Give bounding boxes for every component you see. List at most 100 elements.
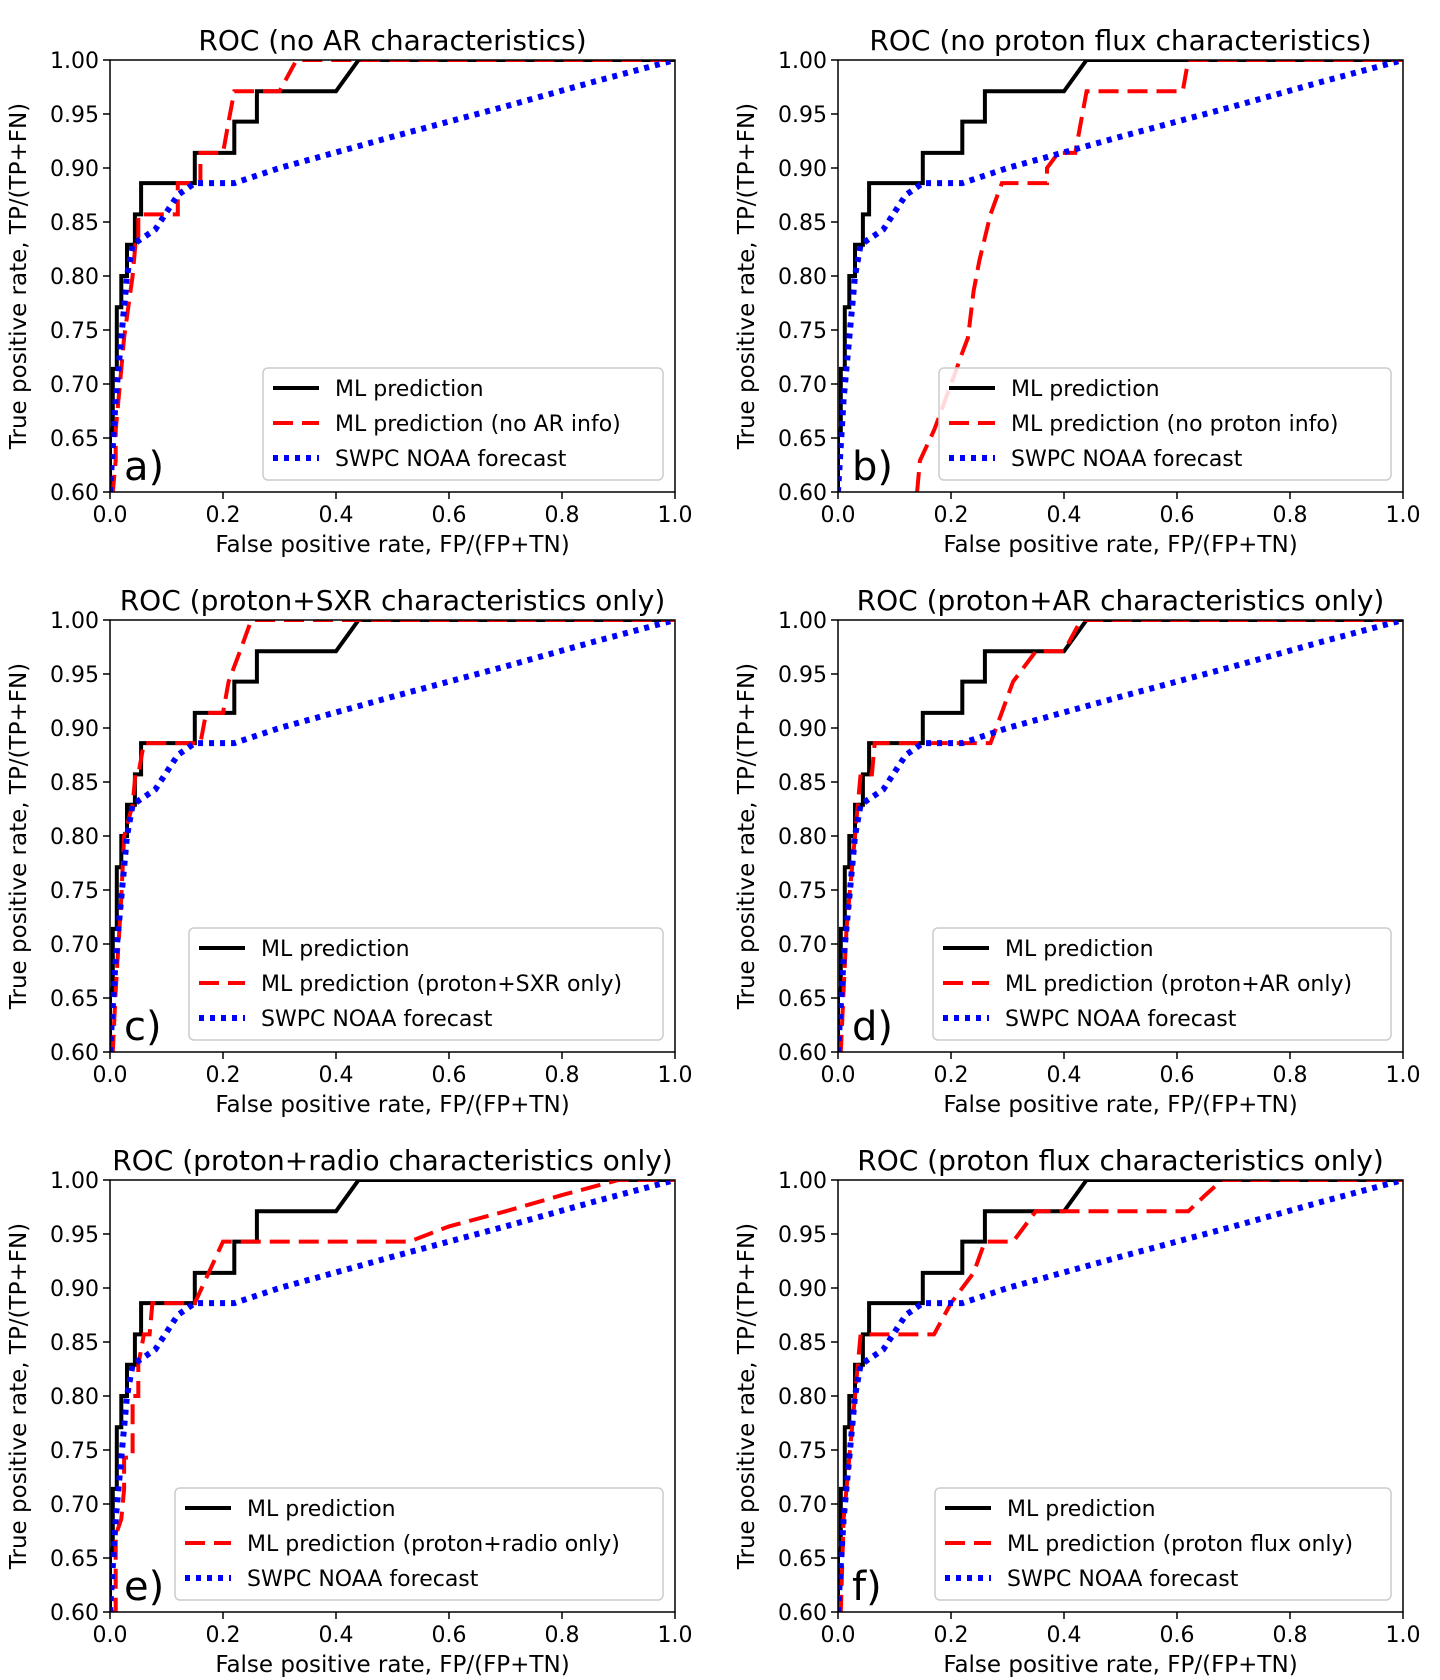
y-tick-label: 0.70: [50, 373, 99, 398]
y-tick-label: 0.80: [778, 825, 827, 850]
x-tick-label: 0.4: [319, 1063, 354, 1088]
y-tick-label: 0.80: [50, 825, 99, 850]
series-line-ml-variant: [110, 1180, 675, 1612]
legend-entry: ML prediction: [261, 937, 410, 962]
y-tick-label: 0.65: [50, 427, 99, 452]
y-tick-label: 0.65: [50, 1547, 99, 1572]
x-tick-label: 0.8: [1273, 503, 1308, 528]
legend: ML prediction ML prediction (no AR info) S…: [262, 367, 664, 481]
chart-title: ROC (proton+SXR characteristics only): [120, 584, 666, 617]
y-tick-label: 0.80: [50, 265, 99, 290]
legend-entry: ML prediction: [335, 377, 484, 402]
y-tick-label: 0.85: [50, 771, 99, 796]
x-axis-label: False positive rate, FP/(FP+TN): [215, 1652, 569, 1678]
y-tick-label: 0.60: [778, 1601, 827, 1626]
legend-box: [938, 367, 1392, 481]
roc-panel-d: ROC (proton+AR characteristics only) 0.0 0…: [734, 584, 1421, 1118]
x-tick-label: 1.0: [658, 1623, 693, 1648]
y-tick-label: 0.65: [50, 987, 99, 1012]
x-tick-label: 0.2: [206, 1063, 241, 1088]
x-tick-label: 0.8: [545, 1063, 580, 1088]
y-axis-label: True positive rate, TP/(TP+FN): [734, 663, 760, 1010]
roc-panel-e: ROC (proton+radio characteristics only) 0…: [6, 1144, 693, 1678]
x-tick-label: 0.2: [934, 1623, 969, 1648]
x-axis-label: False positive rate, FP/(FP+TN): [215, 532, 569, 558]
x-tick-label: 0.0: [821, 1063, 856, 1088]
y-tick-label: 0.80: [778, 1385, 827, 1410]
legend-entry: ML prediction (proton+radio only): [247, 1532, 620, 1557]
y-tick-label: 0.95: [50, 663, 99, 688]
y-tick-label: 1.00: [778, 609, 827, 634]
legend-box: [934, 1487, 1392, 1601]
y-tick-label: 0.95: [778, 663, 827, 688]
legend-entry: ML prediction (proton flux only): [1007, 1532, 1353, 1557]
roc-panel-f: ROC (proton flux characteristics only) 0.…: [734, 1144, 1421, 1678]
y-tick-label: 0.70: [50, 1493, 99, 1518]
series-line-swpc-noaa: [838, 60, 1403, 492]
series-line-ml-variant: [110, 60, 675, 492]
y-tick-label: 0.95: [50, 1223, 99, 1248]
x-tick-label: 1.0: [658, 1063, 693, 1088]
legend-entry: SWPC NOAA forecast: [1007, 1567, 1239, 1592]
y-axis-label: True positive rate, TP/(TP+FN): [6, 103, 32, 450]
x-tick-label: 0.8: [545, 1623, 580, 1648]
legend-entry: ML prediction (no proton info): [1011, 412, 1338, 437]
x-tick-label: 0.6: [432, 1623, 467, 1648]
legend-box: [932, 927, 1392, 1041]
x-tick-label: 1.0: [1386, 1063, 1421, 1088]
legend-entry: SWPC NOAA forecast: [1005, 1007, 1237, 1032]
legend-entry: SWPC NOAA forecast: [1011, 447, 1243, 472]
y-tick-label: 1.00: [778, 49, 827, 74]
y-axis-label: True positive rate, TP/(TP+FN): [6, 663, 32, 1010]
panel-label: d): [852, 1004, 893, 1050]
series-line-swpc-noaa: [838, 620, 1403, 1052]
legend-entry: SWPC NOAA forecast: [335, 447, 567, 472]
legend-entry: SWPC NOAA forecast: [261, 1007, 493, 1032]
chart-title: ROC (proton+radio characteristics only): [112, 1144, 672, 1177]
chart-title: ROC (no AR characteristics): [198, 24, 586, 57]
x-tick-label: 0.4: [1047, 1063, 1082, 1088]
x-tick-label: 0.0: [821, 503, 856, 528]
y-tick-label: 0.75: [50, 1439, 99, 1464]
legend: ML prediction ML prediction (proton+radio…: [174, 1487, 664, 1601]
y-tick-label: 0.70: [50, 933, 99, 958]
x-tick-label: 0.8: [1273, 1623, 1308, 1648]
x-tick-label: 0.6: [1160, 503, 1195, 528]
roc-panel-b: ROC (no proton flux characteristics)0.0 0…: [734, 24, 1421, 558]
x-tick-label: 0.2: [934, 503, 969, 528]
x-tick-label: 0.0: [93, 1623, 128, 1648]
panel-label: b): [852, 444, 893, 490]
legend-entry: ML prediction (proton+SXR only): [261, 972, 622, 997]
x-tick-label: 0.0: [93, 1063, 128, 1088]
y-axis-label: True positive rate, TP/(TP+FN): [6, 1223, 32, 1570]
panel-label: f): [852, 1564, 882, 1610]
chart-title: ROC (proton flux characteristics only): [857, 1144, 1384, 1177]
y-tick-label: 0.85: [778, 1331, 827, 1356]
x-tick-label: 0.6: [1160, 1063, 1195, 1088]
y-tick-label: 0.95: [778, 1223, 827, 1248]
y-tick-label: 1.00: [50, 1169, 99, 1194]
chart-title: ROC (proton+AR characteristics only): [857, 584, 1385, 617]
legend: ML prediction ML prediction (proton+SXR o…: [188, 927, 664, 1041]
legend-entry: ML prediction: [1007, 1497, 1156, 1522]
x-tick-label: 1.0: [1386, 1623, 1421, 1648]
legend-box: [188, 927, 664, 1041]
legend-box: [262, 367, 664, 481]
x-tick-label: 1.0: [658, 503, 693, 528]
y-axis-label: True positive rate, TP/(TP+FN): [734, 1223, 760, 1570]
y-tick-label: 0.85: [50, 211, 99, 236]
y-tick-label: 0.60: [778, 481, 827, 506]
y-tick-label: 0.90: [778, 1277, 827, 1302]
x-tick-label: 1.0: [1386, 503, 1421, 528]
x-tick-label: 0.2: [206, 503, 241, 528]
y-tick-label: 0.85: [778, 211, 827, 236]
panel-label: e): [124, 1564, 164, 1610]
y-tick-label: 0.60: [50, 1041, 99, 1066]
legend-entry: ML prediction: [1005, 937, 1154, 962]
legend: ML prediction ML prediction (no proton in…: [938, 367, 1392, 481]
roc-panel-c: ROC (proton+SXR characteristics only) 0.0…: [6, 584, 693, 1118]
y-tick-label: 0.75: [778, 1439, 827, 1464]
y-tick-label: 0.65: [778, 427, 827, 452]
y-tick-label: 0.75: [50, 879, 99, 904]
